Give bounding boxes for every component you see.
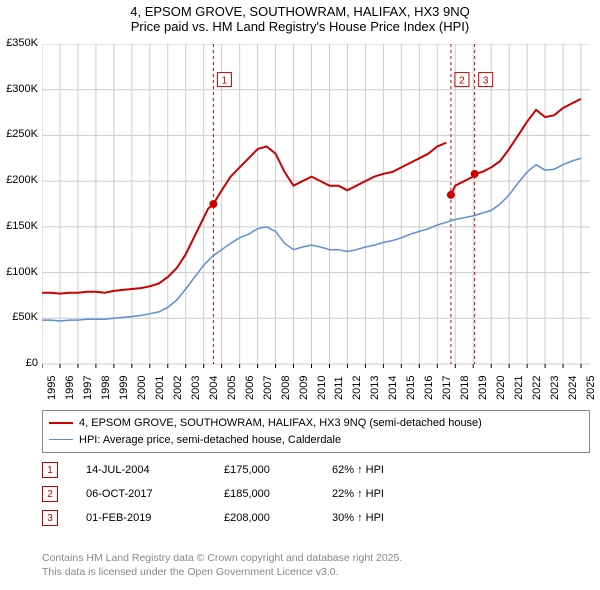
chart-area: 1 2 3 — [42, 44, 590, 400]
event-date: 06-OCT-2017 — [86, 488, 196, 500]
event-price: £185,000 — [224, 488, 304, 500]
title-line-2: Price paid vs. HM Land Registry's House … — [0, 19, 600, 34]
y-tick-label: £200K — [0, 174, 38, 186]
events-block: 1 14-JUL-2004 £175,000 62% ↑ HPI 2 06-OC… — [42, 458, 590, 530]
event-badge: 3 — [42, 510, 58, 526]
event-delta: 62% ↑ HPI — [332, 464, 432, 476]
title-line-1: 4, EPSOM GROVE, SOUTHOWRAM, HALIFAX, HX3… — [0, 4, 600, 19]
chart-svg: 1 2 3 — [42, 44, 590, 400]
legend-box: 4, EPSOM GROVE, SOUTHOWRAM, HALIFAX, HX3… — [42, 410, 590, 453]
event-row: 3 01-FEB-2019 £208,000 30% ↑ HPI — [42, 506, 590, 530]
event-delta: 30% ↑ HPI — [332, 512, 432, 524]
event-date: 14-JUL-2004 — [86, 464, 196, 476]
event-price: £208,000 — [224, 512, 304, 524]
svg-text:1: 1 — [222, 76, 228, 87]
legend-swatch-property — [49, 422, 73, 424]
y-tick-label: £250K — [0, 128, 38, 140]
svg-text:2: 2 — [459, 76, 465, 87]
y-tick-label: £300K — [0, 83, 38, 95]
event-date: 01-FEB-2019 — [86, 512, 196, 524]
footer-line-2: This data is licensed under the Open Gov… — [42, 566, 402, 580]
event-price: £175,000 — [224, 464, 304, 476]
chart-container: 4, EPSOM GROVE, SOUTHOWRAM, HALIFAX, HX3… — [0, 0, 600, 590]
event-delta: 22% ↑ HPI — [332, 488, 432, 500]
y-tick-label: £50K — [0, 311, 38, 323]
legend-row-hpi: HPI: Average price, semi-detached house,… — [49, 432, 583, 449]
legend-label-hpi: HPI: Average price, semi-detached house,… — [79, 432, 341, 449]
y-tick-label: £100K — [0, 266, 38, 278]
y-tick-label: £0 — [0, 357, 38, 369]
footer: Contains HM Land Registry data © Crown c… — [42, 552, 402, 579]
svg-text:3: 3 — [483, 76, 489, 87]
event-badge: 2 — [42, 486, 58, 502]
y-tick-label: £350K — [0, 37, 38, 49]
footer-line-1: Contains HM Land Registry data © Crown c… — [42, 552, 402, 566]
legend-label-property: 4, EPSOM GROVE, SOUTHOWRAM, HALIFAX, HX3… — [79, 415, 482, 432]
legend-swatch-hpi — [49, 439, 73, 440]
event-row: 1 14-JUL-2004 £175,000 62% ↑ HPI — [42, 458, 590, 482]
event-badge: 1 — [42, 462, 58, 478]
legend-row-property: 4, EPSOM GROVE, SOUTHOWRAM, HALIFAX, HX3… — [49, 415, 583, 432]
y-tick-label: £150K — [0, 220, 38, 232]
title-block: 4, EPSOM GROVE, SOUTHOWRAM, HALIFAX, HX3… — [0, 0, 600, 34]
event-row: 2 06-OCT-2017 £185,000 22% ↑ HPI — [42, 482, 590, 506]
